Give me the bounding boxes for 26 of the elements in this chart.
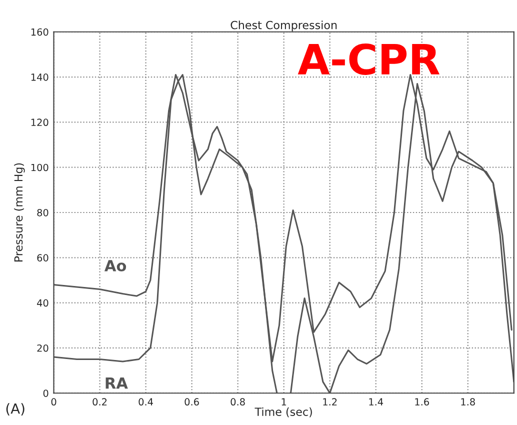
annotation: A-CPR bbox=[298, 43, 440, 75]
x-tick-label: 0.4 bbox=[138, 398, 153, 406]
x-tick-label: 1.4 bbox=[369, 398, 384, 406]
y-tick-label: 160 bbox=[31, 28, 48, 36]
y-tick-label: 100 bbox=[31, 164, 48, 172]
y-tick-label: 20 bbox=[37, 344, 48, 352]
y-tick-label: 140 bbox=[31, 74, 48, 81]
y-tick-label: 80 bbox=[37, 208, 48, 216]
text: (A) bbox=[6, 403, 24, 416]
x-tick-label: 0.2 bbox=[92, 398, 107, 406]
chart-title: Chest Compression bbox=[230, 20, 337, 32]
y-tick-label: 0 bbox=[43, 390, 48, 397]
y-axis-title: Pressure (mm Hg) bbox=[14, 163, 25, 262]
y-tick-label: 60 bbox=[37, 254, 48, 262]
series-label: RA bbox=[106, 377, 128, 389]
x-tick-label: 0.6 bbox=[184, 398, 199, 406]
y-tick-label: 120 bbox=[31, 118, 48, 126]
x-tick-label: 1.8 bbox=[461, 398, 475, 406]
x-tick-label: 1 bbox=[282, 398, 286, 406]
x-tick-label: 0 bbox=[51, 398, 56, 406]
y-tick-label: 40 bbox=[37, 299, 48, 307]
x-tick-label: 1.6 bbox=[415, 398, 429, 406]
x-tick-label: 0.8 bbox=[230, 398, 245, 406]
x-axis-title: Time (sec) bbox=[254, 407, 312, 418]
x-tick-label: 1.2 bbox=[323, 398, 337, 406]
series-label: Ao bbox=[104, 260, 126, 272]
